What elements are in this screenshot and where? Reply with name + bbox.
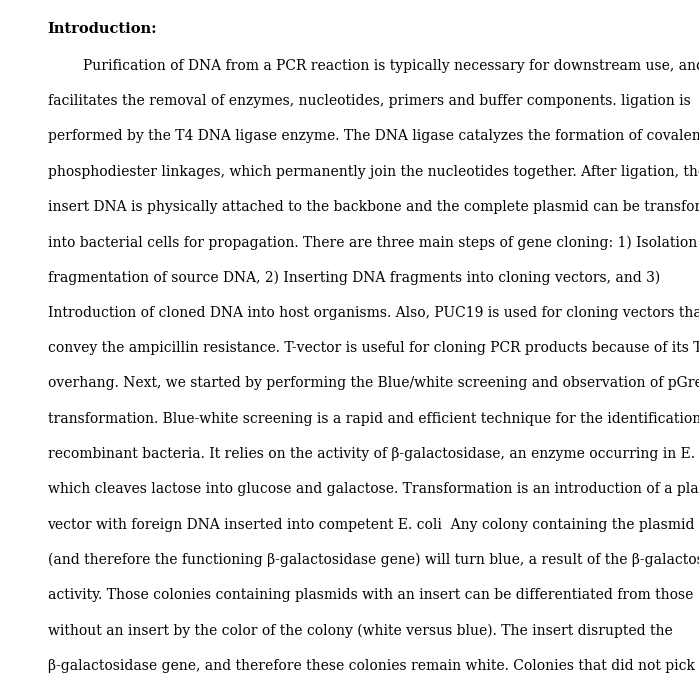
Text: overhang. Next, we started by performing the Blue/white screening and observatio: overhang. Next, we started by performing…	[48, 377, 699, 391]
Text: vector with foreign DNA inserted into competent E. coli  Any colony containing t: vector with foreign DNA inserted into co…	[48, 518, 695, 532]
Text: activity. Those colonies containing plasmids with an insert can be differentiate: activity. Those colonies containing plas…	[48, 589, 693, 603]
Text: fragmentation of source DNA, 2) Inserting DNA fragments into cloning vectors, an: fragmentation of source DNA, 2) Insertin…	[48, 271, 660, 285]
Text: without an insert by the color of the colony (white versus blue). The insert dis: without an insert by the color of the co…	[48, 624, 672, 638]
Text: transformation. Blue-white screening is a rapid and efficient technique for the : transformation. Blue-white screening is …	[48, 412, 699, 426]
Text: phosphodiester linkages, which permanently join the nucleotides together. After : phosphodiester linkages, which permanent…	[48, 165, 699, 179]
Text: β-galactosidase gene, and therefore these colonies remain white. Colonies that d: β-galactosidase gene, and therefore thes…	[48, 659, 699, 673]
Text: recombinant bacteria. It relies on the activity of β-galactosidase, an enzyme oc: recombinant bacteria. It relies on the a…	[48, 447, 699, 461]
Text: performed by the T4 DNA ligase enzyme. The DNA ligase catalyzes the formation of: performed by the T4 DNA ligase enzyme. T…	[48, 129, 699, 143]
Text: convey the ampicillin resistance. T-vector is useful for cloning PCR products be: convey the ampicillin resistance. T-vect…	[48, 341, 699, 355]
Text: (and therefore the functioning β-galactosidase gene) will turn blue, a result of: (and therefore the functioning β-galacto…	[48, 553, 699, 568]
Text: which cleaves lactose into glucose and galactose. Transformation is an introduct: which cleaves lactose into glucose and g…	[48, 482, 699, 496]
Text: into bacterial cells for propagation. There are three main steps of gene cloning: into bacterial cells for propagation. Th…	[48, 235, 699, 250]
Text: Purification of DNA from a PCR reaction is typically necessary for downstream us: Purification of DNA from a PCR reaction …	[48, 59, 699, 73]
Text: insert DNA is physically attached to the backbone and the complete plasmid can b: insert DNA is physically attached to the…	[48, 200, 699, 214]
Text: Introduction:: Introduction:	[48, 22, 157, 36]
Text: facilitates the removal of enzymes, nucleotides, primers and buffer components. : facilitates the removal of enzymes, nucl…	[48, 94, 691, 108]
Text: Introduction of cloned DNA into host organisms. Also, PUC19 is used for cloning : Introduction of cloned DNA into host org…	[48, 306, 699, 320]
